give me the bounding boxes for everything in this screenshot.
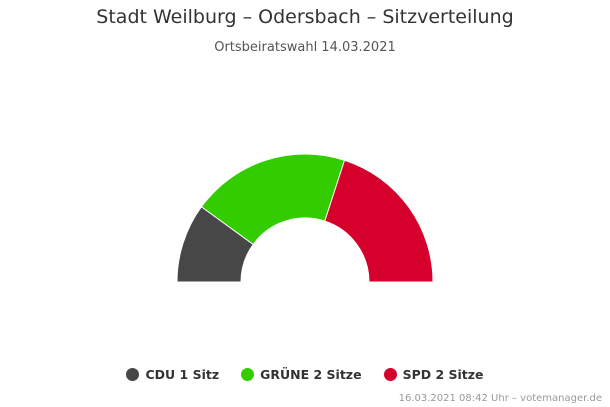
legend-dot-cdu	[126, 368, 140, 381]
chart-legend: CDU 1 Sitz GRÜNE 2 Sitze SPD 2 Sitze	[0, 367, 610, 382]
legend-label-cdu: CDU 1 Sitz	[145, 367, 220, 382]
slice-spd[interactable]	[324, 159, 434, 283]
legend-item-spd[interactable]: SPD 2 Sitze	[383, 367, 484, 382]
legend-label-spd: SPD 2 Sitze	[402, 367, 484, 382]
legend-item-cdu[interactable]: CDU 1 Sitz	[126, 367, 219, 382]
legend-item-grüne[interactable]: GRÜNE 2 Sitze	[241, 367, 362, 382]
chart-title: Stadt Weilburg – Odersbach – Sitzverteil…	[96, 6, 514, 28]
legend-dot-grüne	[241, 368, 255, 381]
credits-text[interactable]: 16.03.2021 08:42 Uhr – votemanager.de	[398, 393, 602, 404]
chart-subtitle: Ortsbeiratswahl 14.03.2021	[214, 40, 396, 55]
slice-grüne[interactable]	[200, 153, 346, 246]
legend-label-grüne: GRÜNE 2 Sitze	[260, 367, 362, 382]
legend-dot-spd	[383, 368, 397, 381]
